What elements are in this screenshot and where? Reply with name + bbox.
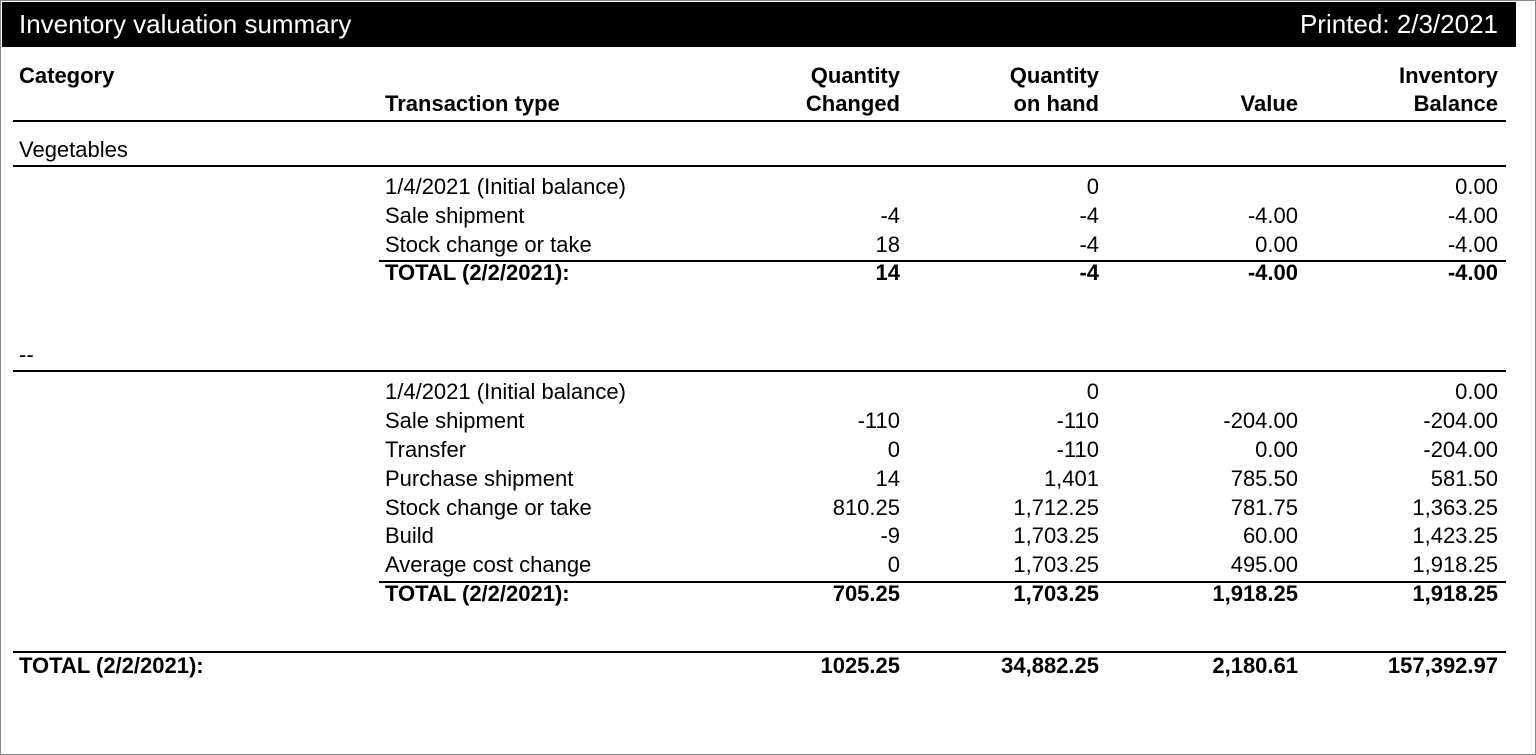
total-value: -4 xyxy=(1079,260,1099,286)
cell-value: -110 xyxy=(1056,408,1099,434)
cell-value: -110 xyxy=(857,408,900,434)
cell-value: 581.50 xyxy=(1430,465,1498,491)
cell-value: 60.00 xyxy=(1242,523,1298,549)
transaction-type: Sale shipment xyxy=(385,202,525,228)
cell-value: -4.00 xyxy=(1447,202,1498,228)
cell-value: 1,703.25 xyxy=(1013,523,1099,549)
cell-value: 0.00 xyxy=(1455,174,1498,199)
cell-value: 0 xyxy=(1086,174,1099,199)
title-bar: Inventory valuation summary Printed: 2/3… xyxy=(2,2,1516,47)
transaction-type: Build xyxy=(385,523,434,549)
column-header: on hand xyxy=(1013,91,1099,116)
transaction-type: Average cost change xyxy=(385,552,592,578)
column-header: Category xyxy=(19,63,115,88)
total-label: TOTAL (2/2/2021): xyxy=(385,581,570,606)
transaction-type: 1/4/2021 (Initial balance) xyxy=(385,379,626,405)
total-label: TOTAL (2/2/2021): xyxy=(385,260,570,286)
category-name: Vegetables xyxy=(19,137,128,162)
rule xyxy=(379,260,1506,263)
transaction-type: Stock change or take xyxy=(385,231,592,257)
cell-value: 14 xyxy=(875,465,900,491)
cell-value: -204.00 xyxy=(1423,437,1498,462)
cell-value: -204.00 xyxy=(1223,408,1298,434)
grand-total-label: TOTAL (2/2/2021): xyxy=(19,653,204,678)
cell-value: 0 xyxy=(887,437,900,462)
cell-value: -204.00 xyxy=(1423,408,1498,434)
transaction-type: Sale shipment xyxy=(385,408,525,434)
category-name: -- xyxy=(19,342,34,368)
rule xyxy=(13,120,1506,122)
total-value: 705.25 xyxy=(832,581,900,606)
cell-value: 0.00 xyxy=(1255,437,1298,462)
report-title: Inventory valuation summary xyxy=(19,9,352,39)
cell-value: 1,363.25 xyxy=(1412,494,1498,520)
cell-value: 810.25 xyxy=(832,494,900,520)
cell-value: -4 xyxy=(880,202,900,228)
column-header: Changed xyxy=(805,91,900,116)
cell-value: -110 xyxy=(1056,437,1099,462)
total-value: 1,918.25 xyxy=(1212,581,1298,606)
rule xyxy=(13,651,1506,653)
total-value: 14 xyxy=(875,260,900,286)
cell-value: 0.00 xyxy=(1255,231,1298,257)
grand-total-value: 2,180.61 xyxy=(1212,653,1298,678)
cell-value: 1,401 xyxy=(1043,465,1099,491)
cell-value: 495.00 xyxy=(1230,552,1298,578)
rule xyxy=(13,370,1506,373)
cell-value: 1,423.25 xyxy=(1412,523,1498,549)
transaction-type: Purchase shipment xyxy=(385,465,574,491)
total-value: -4.00 xyxy=(1447,260,1498,286)
column-header: Quantity xyxy=(810,63,900,88)
grand-total-value: 157,392.97 xyxy=(1387,653,1498,678)
cell-value: -4.00 xyxy=(1447,231,1498,257)
column-header: Quantity xyxy=(1009,63,1099,88)
cell-value: 18 xyxy=(875,231,900,257)
column-header: Inventory xyxy=(1398,63,1498,88)
column-header: Balance xyxy=(1413,91,1498,116)
cell-value: -4 xyxy=(1079,202,1099,228)
cell-value: 785.50 xyxy=(1230,465,1298,491)
cell-value: 1,712.25 xyxy=(1013,494,1099,520)
rule xyxy=(379,581,1506,583)
cell-value: 0 xyxy=(887,552,900,578)
cell-value: 0 xyxy=(1086,379,1099,405)
grand-total-value: 1025.25 xyxy=(820,653,900,678)
total-value: -4.00 xyxy=(1247,260,1298,286)
column-header: Value xyxy=(1240,91,1298,116)
cell-value: 781.75 xyxy=(1230,494,1298,520)
cell-value: -9 xyxy=(880,523,900,549)
total-value: 1,918.25 xyxy=(1412,581,1498,606)
cell-value: 1,703.25 xyxy=(1013,552,1099,578)
cell-value: -4.00 xyxy=(1247,202,1298,228)
transaction-type: Transfer xyxy=(385,437,467,462)
rule xyxy=(13,165,1506,167)
transaction-type: 1/4/2021 (Initial balance) xyxy=(385,174,626,199)
column-header: Transaction type xyxy=(385,91,560,116)
total-value: 1,703.25 xyxy=(1013,581,1099,606)
cell-value: 0.00 xyxy=(1455,379,1498,405)
grand-total-value: 34,882.25 xyxy=(1001,653,1099,678)
cell-value: -4 xyxy=(1079,231,1099,257)
printed-date: Printed: 2/3/2021 xyxy=(1299,9,1498,39)
transaction-type: Stock change or take xyxy=(385,494,592,520)
cell-value: 1,918.25 xyxy=(1412,552,1498,578)
